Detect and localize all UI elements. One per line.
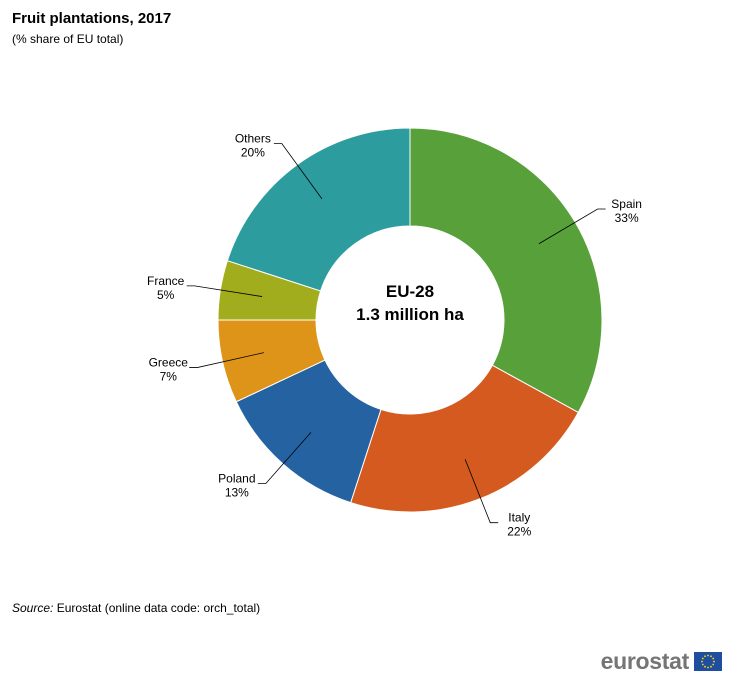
center-label-total: 1.3 million ha bbox=[356, 305, 464, 324]
leader-line-france bbox=[186, 285, 263, 297]
slice-value-france: 5% bbox=[157, 288, 175, 302]
leader-line-poland bbox=[257, 432, 312, 484]
eurostat-wordmark: eurostat bbox=[600, 648, 690, 674]
eu-flag-star bbox=[701, 660, 703, 663]
slice-value-others: 20% bbox=[241, 146, 265, 160]
slice-label-italy: Italy bbox=[508, 511, 530, 525]
donut-slices bbox=[217, 127, 603, 513]
eu-flag-star bbox=[710, 655, 712, 658]
eurostat-logo: eurostat bbox=[601, 648, 722, 675]
eu-flag-star bbox=[707, 666, 709, 669]
source-label: Source: bbox=[12, 601, 54, 615]
chart-subtitle: (% share of EU total) bbox=[12, 32, 124, 46]
slice-label-others: Others bbox=[235, 132, 271, 146]
slice-others bbox=[226, 127, 411, 292]
eu-flag-star bbox=[713, 660, 715, 663]
eu-flag-star bbox=[701, 657, 704, 660]
leader-lines bbox=[186, 143, 606, 524]
eu-flag-star bbox=[712, 663, 715, 666]
eu-flag-star bbox=[712, 657, 715, 660]
slice-label-greece: Greece bbox=[149, 356, 189, 370]
leader-line-others bbox=[273, 143, 323, 200]
leader-line-italy bbox=[464, 459, 499, 524]
slice-label-france: France bbox=[147, 274, 185, 288]
eu-flag-star bbox=[710, 665, 712, 668]
leader-line-spain bbox=[538, 208, 606, 245]
leader-line-greece bbox=[189, 352, 264, 368]
slice-italy bbox=[350, 364, 579, 513]
slice-value-poland: 13% bbox=[225, 486, 249, 500]
eu-flag-icon bbox=[694, 652, 722, 671]
eu-flag-star bbox=[704, 655, 706, 658]
source-note: Source: Eurostat (online data code: orch… bbox=[12, 601, 260, 615]
slice-value-spain: 33% bbox=[615, 211, 639, 225]
center-label-region: EU-28 bbox=[386, 282, 434, 301]
slice-label-poland: Poland bbox=[218, 472, 255, 486]
slice-value-italy: 22% bbox=[507, 525, 531, 539]
chart-title: Fruit plantations, 2017 bbox=[12, 10, 172, 27]
slice-label-spain: Spain bbox=[611, 197, 642, 211]
eu-flag-star bbox=[707, 654, 709, 657]
slice-value-greece: 7% bbox=[160, 370, 178, 384]
source-text: Eurostat (online data code: orch_total) bbox=[53, 601, 261, 615]
eu-flag-star bbox=[704, 665, 706, 668]
slice-spain bbox=[409, 127, 603, 414]
eu-flag-star bbox=[701, 663, 704, 666]
